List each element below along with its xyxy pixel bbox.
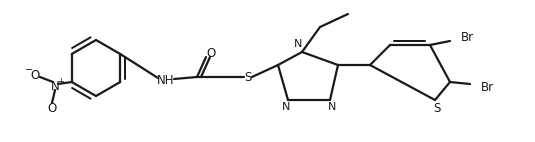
Text: NH: NH [157, 74, 175, 86]
Text: +: + [57, 77, 64, 85]
Text: N: N [294, 39, 302, 49]
Text: Br: Br [480, 81, 494, 93]
Text: S: S [244, 70, 251, 83]
Text: N: N [282, 102, 290, 112]
Text: N: N [51, 80, 59, 92]
Text: N: N [328, 102, 336, 112]
Text: Br: Br [461, 31, 473, 43]
Text: O: O [207, 46, 216, 59]
Text: −: − [25, 65, 33, 75]
Text: O: O [30, 68, 40, 82]
Text: O: O [48, 102, 57, 114]
Text: S: S [433, 102, 441, 114]
